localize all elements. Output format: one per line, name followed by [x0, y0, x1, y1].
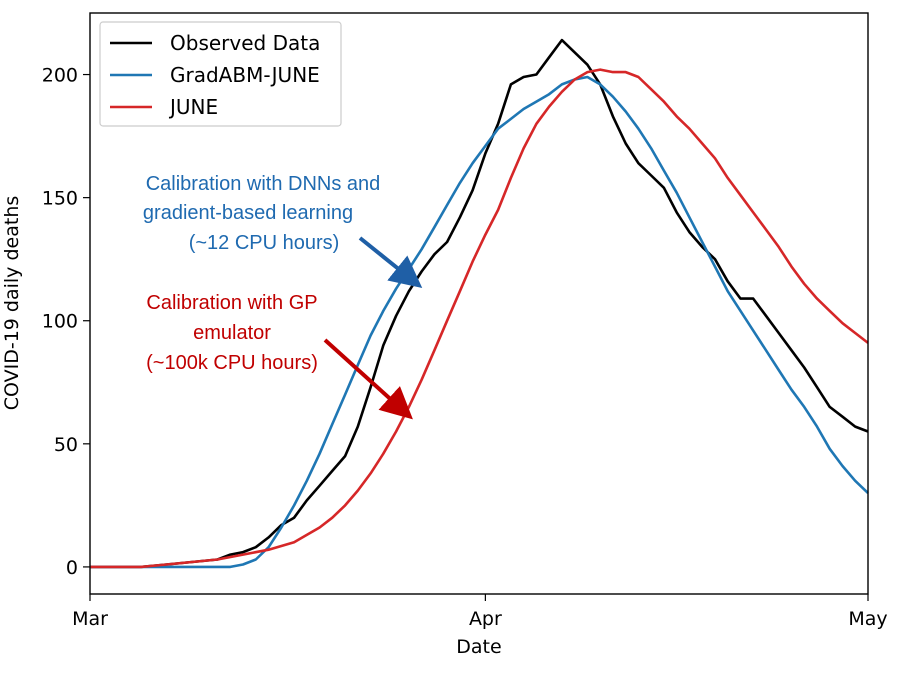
- annotation-dnn-line3: (~12 CPU hours): [189, 232, 340, 254]
- legend-label-gradabm: GradABM-JUNE: [170, 63, 320, 87]
- x-axis-label: Date: [456, 636, 501, 658]
- y-axis-label: COVID-19 daily deaths: [1, 196, 23, 411]
- annotation-dnn-line2: gradient-based learning: [143, 202, 353, 224]
- x-tick-label: Mar: [72, 608, 108, 630]
- x-tick-label: May: [848, 608, 887, 630]
- series-line-observed-data: [90, 38, 869, 569]
- x-tick-label: Apr: [469, 608, 502, 630]
- annotation-dnn: Calibration with DNNs and gradient-based…: [143, 173, 423, 289]
- annotation-gp: Calibration with GP emulator (~100k CPU …: [146, 292, 413, 420]
- annotation-dnn-line1: Calibration with DNNs and: [146, 173, 381, 195]
- y-tick-label: 50: [54, 434, 78, 456]
- series-line-gradabm-june: [90, 75, 869, 569]
- legend: Observed Data GradABM-JUNE JUNE: [99, 21, 342, 127]
- y-tick-label: 200: [42, 65, 78, 87]
- legend-label-observed: Observed Data: [170, 31, 320, 55]
- annotation-gp-line1: Calibration with GP: [146, 292, 317, 314]
- series-line-june: [90, 68, 869, 569]
- y-tick-label: 100: [42, 311, 78, 333]
- annotation-dnn-arrow: [358, 236, 423, 289]
- annotation-gp-line3: (~100k CPU hours): [146, 352, 318, 374]
- plot-frame: [89, 12, 869, 595]
- legend-box: [99, 21, 342, 127]
- legend-label-june: JUNE: [168, 95, 218, 119]
- y-tick-label: 0: [66, 557, 78, 579]
- annotation-gp-line2: emulator: [193, 322, 271, 344]
- annotation-gp-arrow: [323, 338, 413, 420]
- y-tick-label: 150: [42, 188, 78, 210]
